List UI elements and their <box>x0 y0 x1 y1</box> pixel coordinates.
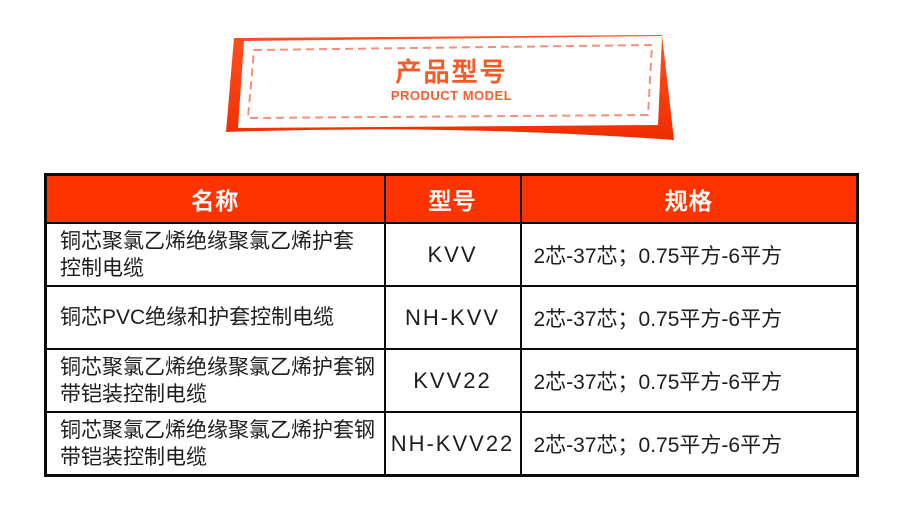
spec-cell: 2芯-37芯；0.75平方-6平方 <box>519 222 859 287</box>
table-row: 铜芯聚氯乙烯绝缘聚氯乙烯护套钢 带铠装控制电缆 KVV22 2芯-37芯；0.7… <box>44 348 859 413</box>
name-cell: 铜芯聚氯乙烯绝缘聚氯乙烯护套钢 带铠装控制电缆 <box>44 348 386 413</box>
model-cell: NH-KVV <box>383 285 522 350</box>
model-cell: KVV22 <box>383 348 522 413</box>
table-row: 铜芯聚氯乙烯绝缘聚氯乙烯护套钢 带铠装控制电缆 NH-KVV22 2芯-37芯；… <box>44 411 859 477</box>
spec-cell: 2芯-37芯；0.75平方-6平方 <box>519 411 859 477</box>
table-header-row: 名称 型号 规格 <box>44 173 859 224</box>
product-model-table: 名称 型号 规格 铜芯聚氯乙烯绝缘聚氯乙烯护套 控制电缆 KVV 2芯-37芯；… <box>44 173 859 477</box>
model-cell: KVV <box>383 222 522 287</box>
name-cell: 铜芯聚氯乙烯绝缘聚氯乙烯护套 控制电缆 <box>44 222 386 287</box>
table-row: 铜芯聚氯乙烯绝缘聚氯乙烯护套 控制电缆 KVV 2芯-37芯；0.75平方-6平… <box>44 222 859 287</box>
table-row: 铜芯PVC绝缘和护套控制电缆 NH-KVV 2芯-37芯；0.75平方-6平方 <box>44 285 859 350</box>
column-header-spec: 规格 <box>519 173 859 224</box>
column-header-model: 型号 <box>383 173 522 224</box>
spec-cell: 2芯-37芯；0.75平方-6平方 <box>519 348 859 413</box>
column-header-name: 名称 <box>44 173 386 224</box>
product-model-banner: 产品型号 PRODUCT MODEL <box>224 30 679 145</box>
name-cell: 铜芯聚氯乙烯绝缘聚氯乙烯护套钢 带铠装控制电缆 <box>44 411 386 477</box>
model-cell: NH-KVV22 <box>383 411 522 477</box>
spec-cell: 2芯-37芯；0.75平方-6平方 <box>519 285 859 350</box>
banner-ribbon-icon <box>226 35 674 140</box>
name-cell: 铜芯PVC绝缘和护套控制电缆 <box>44 285 386 350</box>
